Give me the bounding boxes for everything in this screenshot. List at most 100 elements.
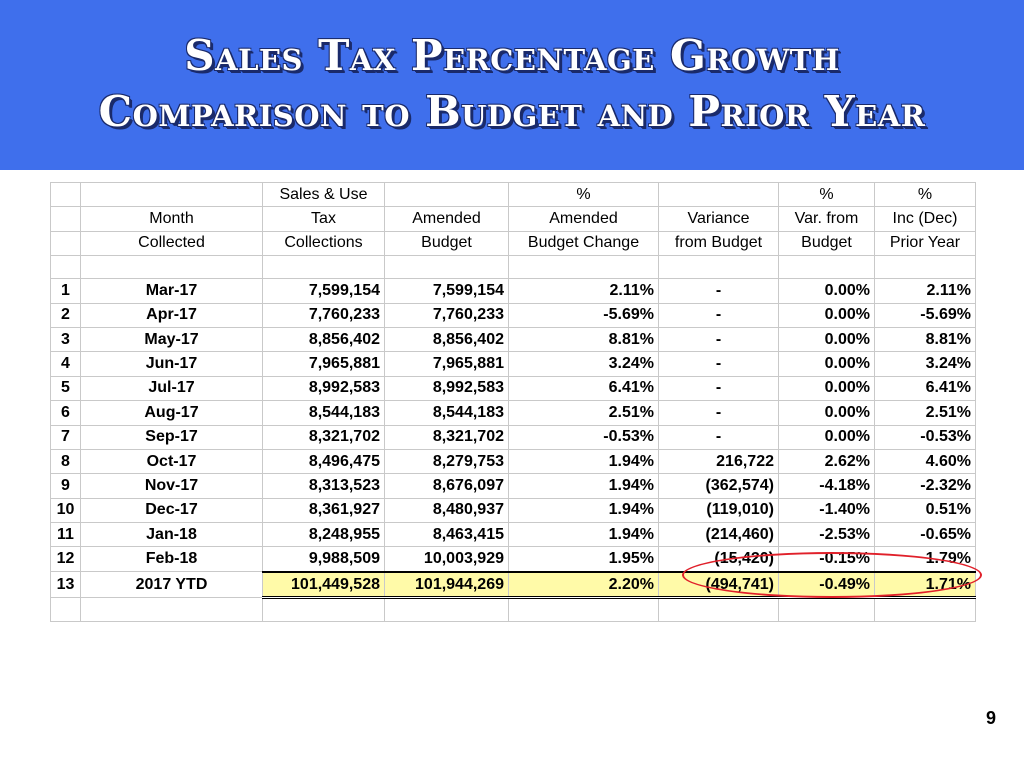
row-index: 6	[50, 400, 81, 426]
prior-year-cell: -2.32%	[874, 473, 976, 499]
budget-change-cell: 1.94%	[508, 497, 659, 524]
budget-change-cell: -0.53%	[508, 424, 659, 450]
variance-cell: -	[658, 375, 779, 402]
row-index: 8	[50, 448, 81, 475]
collections-cell: 8,544,183	[262, 400, 385, 426]
month-cell: Jul-17	[80, 375, 263, 402]
row-index: 4	[50, 351, 81, 377]
variance-cell: (119,010)	[658, 497, 779, 524]
budget-cell: 7,760,233	[384, 302, 509, 328]
variance-cell: (214,460)	[658, 522, 779, 548]
budget-cell: 101,944,269	[384, 570, 509, 600]
variance-cell: -	[658, 302, 779, 328]
empty-cell	[262, 597, 385, 623]
budget-cell: 10,003,929	[384, 546, 509, 573]
variance-cell: (494,741)	[658, 570, 779, 600]
var-pct-cell: 0.00%	[778, 326, 875, 353]
row-index: 9	[50, 473, 81, 499]
table-row: 2 Apr-17 7,760,233 7,760,233 -5.69% -0.00% -5.…	[50, 302, 976, 328]
budget-cell: 7,599,154	[384, 278, 509, 304]
table-row: 8 Oct-17 8,496,475 8,279,753 1.94% 216,722 2.6…	[50, 448, 976, 475]
sales-tax-table: Sales & Use % % % Month Tax Amended Amen…	[50, 181, 976, 623]
var-pct-cell: -1.40%	[778, 497, 875, 524]
header-row-3: Collected Collections Budget Budget Chan…	[50, 230, 976, 257]
table-row: 6 Aug-17 8,544,183 8,544,183 2.51% -0.00% 2.51…	[50, 400, 976, 426]
empty-cell	[508, 597, 659, 623]
var-pct-cell: 0.00%	[778, 302, 875, 328]
var-pct-cell: 2.62%	[778, 448, 875, 475]
month-cell: Apr-17	[80, 302, 263, 328]
budget-cell: 8,544,183	[384, 400, 509, 426]
variance-cell: -	[658, 351, 779, 377]
budget-change-cell: 1.94%	[508, 473, 659, 499]
empty-cell	[262, 255, 385, 280]
header-cell: Budget	[778, 230, 875, 257]
var-pct-cell: -0.49%	[778, 570, 875, 600]
header-cell: %	[508, 181, 659, 208]
month-cell: May-17	[80, 326, 263, 353]
variance-cell: (362,574)	[658, 473, 779, 499]
row-index: 2	[50, 302, 81, 328]
header-cell: Collections	[262, 230, 385, 257]
slide-title: Sales Tax Percentage Growth Comparison t…	[0, 28, 1024, 140]
title-line-2: Comparison to Budget and Prior Year	[98, 87, 926, 136]
budget-change-cell: 2.20%	[508, 570, 659, 600]
budget-cell: 8,480,937	[384, 497, 509, 524]
table-row: 5 Jul-17 8,992,583 8,992,583 6.41% -0.00% 6.41…	[50, 375, 976, 402]
empty-cell	[508, 255, 659, 280]
var-pct-cell: 0.00%	[778, 278, 875, 304]
budget-change-cell: 1.94%	[508, 448, 659, 475]
var-pct-cell: -4.18%	[778, 473, 875, 499]
collections-cell: 101,449,528	[262, 570, 385, 600]
header-cell: Amended	[508, 206, 659, 232]
prior-year-cell: 3.24%	[874, 351, 976, 377]
prior-year-cell: 8.81%	[874, 326, 976, 353]
header-cell: Budget	[384, 230, 509, 257]
collections-cell: 8,856,402	[262, 326, 385, 353]
prior-year-cell: 1.71%	[874, 570, 976, 600]
spacer-row	[50, 597, 976, 623]
spacer-row	[50, 255, 976, 280]
header-cell	[50, 206, 81, 232]
collections-cell: 8,321,702	[262, 424, 385, 450]
collections-cell: 7,760,233	[262, 302, 385, 328]
header-cell: Tax	[262, 206, 385, 232]
variance-cell: -	[658, 424, 779, 450]
prior-year-cell: -0.65%	[874, 522, 976, 548]
header-cell: from Budget	[658, 230, 779, 257]
collections-cell: 8,313,523	[262, 473, 385, 499]
header-cell	[384, 181, 509, 208]
total-row: 13 2017 YTD 101,449,528 101,944,269 2.20% (49…	[50, 570, 976, 600]
collections-cell: 7,965,881	[262, 351, 385, 377]
table-row: 11 Jan-18 8,248,955 8,463,415 1.94% (214,460)…	[50, 522, 976, 548]
empty-cell	[778, 255, 875, 280]
page-number: 9	[985, 708, 996, 728]
header-cell: Collected	[80, 230, 263, 257]
header-cell	[50, 230, 81, 257]
empty-cell	[50, 255, 81, 280]
header-row-2: Month Tax Amended Amended Variance Var. …	[50, 206, 976, 232]
collections-cell: 8,361,927	[262, 497, 385, 524]
budget-cell: 8,321,702	[384, 424, 509, 450]
month-cell: Mar-17	[80, 278, 263, 304]
collections-cell: 7,599,154	[262, 278, 385, 304]
var-pct-cell: 0.00%	[778, 424, 875, 450]
budget-cell: 8,463,415	[384, 522, 509, 548]
header-cell	[50, 181, 81, 208]
budget-cell: 8,279,753	[384, 448, 509, 475]
month-cell: Oct-17	[80, 448, 263, 475]
month-cell: Sep-17	[80, 424, 263, 450]
table-row: 9 Nov-17 8,313,523 8,676,097 1.94% (362,574) -…	[50, 473, 976, 499]
month-cell: Nov-17	[80, 473, 263, 499]
table-row: 12 Feb-18 9,988,509 10,003,929 1.95% (15,420)…	[50, 546, 976, 573]
empty-cell	[658, 255, 779, 280]
row-index: 3	[50, 326, 81, 353]
empty-cell	[80, 255, 263, 280]
header-cell: Month	[80, 206, 263, 232]
collections-cell: 9,988,509	[262, 546, 385, 573]
header-row-1: Sales & Use % % %	[50, 181, 976, 208]
budget-change-cell: 6.41%	[508, 375, 659, 402]
title-line-1: Sales Tax Percentage Growth	[184, 31, 840, 80]
header-cell: Amended	[384, 206, 509, 232]
variance-cell: 216,722	[658, 448, 779, 475]
